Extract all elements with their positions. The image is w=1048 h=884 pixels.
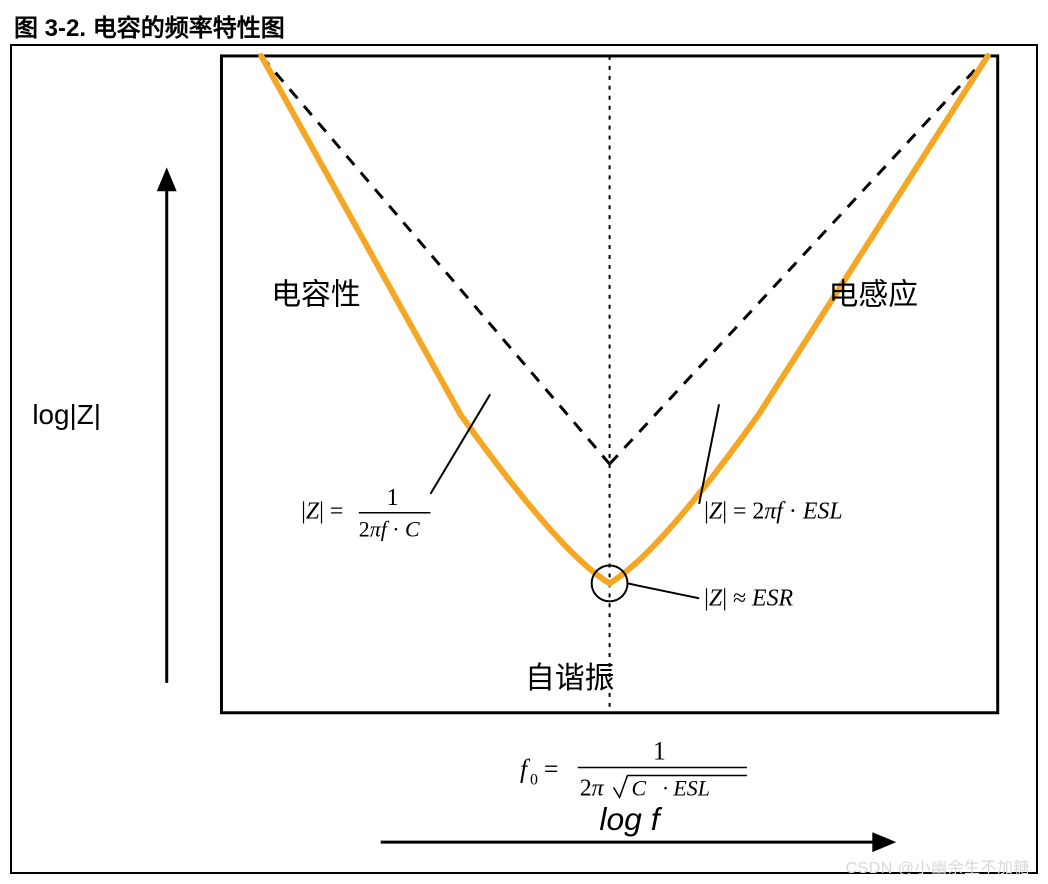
svg-text:2π: 2π [580, 775, 605, 801]
y-axis-arrow [157, 167, 177, 683]
watermark: CSDN @小幽余生不加糖 [845, 854, 1030, 878]
svg-text:0: 0 [530, 771, 538, 788]
y-axis-label: log|Z| [32, 399, 101, 430]
x-axis-label: log f [599, 801, 662, 837]
figure-border: log|Z| log f 电容性 电感应 自谐振 |Z| = 1 2πf · C… [10, 44, 1038, 874]
svg-text:|Z| = 2πf · ESL: |Z| = 2πf · ESL [704, 499, 843, 525]
impedance-chart: log|Z| log f 电容性 电感应 自谐振 |Z| = 1 2πf · C… [12, 46, 1036, 872]
capacitive-region-label: 电容性 [271, 279, 361, 312]
figure-number: 图 3-2. [14, 15, 86, 42]
svg-text:|Z| ≈ ESR: |Z| ≈ ESR [704, 585, 793, 611]
svg-text:|Z| =: |Z| = [301, 499, 343, 525]
svg-text:1: 1 [387, 485, 399, 511]
svg-text:C · ESL: C · ESL [631, 775, 709, 800]
svg-text:=: = [544, 754, 559, 783]
figure-name: 电容的频率特性图 [93, 15, 285, 42]
self-resonance-label: 自谐振 [525, 662, 615, 695]
resonance-frequency-formula: f 0 = 1 2π C · ESL [520, 737, 747, 802]
svg-text:2πf · C: 2πf · C [359, 517, 420, 542]
svg-text:1: 1 [653, 737, 666, 766]
inductive-region-label: 电感应 [829, 279, 919, 312]
inductive-formula: |Z| = 2πf · ESL [704, 499, 843, 525]
esr-formula: |Z| ≈ ESR [704, 585, 793, 611]
